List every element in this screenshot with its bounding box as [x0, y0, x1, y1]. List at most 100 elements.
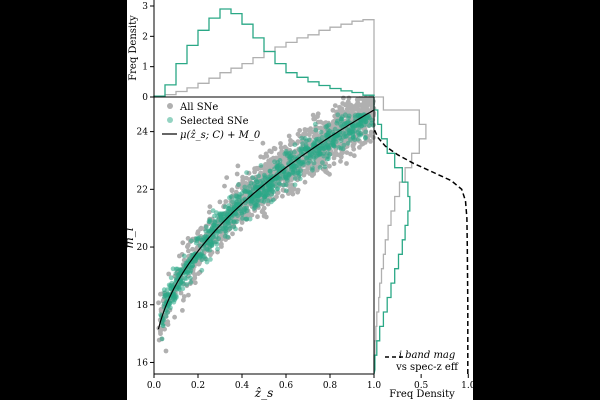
selected-sne-point [306, 137, 312, 143]
selected-sne-point [338, 132, 343, 138]
top-hist-selected-sne [153, 8, 375, 97]
all-sne-point [269, 149, 274, 155]
all-sne-point [190, 246, 195, 252]
selected-sne-point [312, 121, 318, 127]
selected-sne-point [244, 208, 250, 214]
selected-sne-point [238, 206, 244, 212]
all-sne-point [180, 240, 186, 246]
right-hist-selected-sne [373, 97, 411, 375]
selected-sne-point [163, 293, 168, 299]
selected-sne-point [163, 313, 169, 319]
selected-sne-point [343, 134, 348, 140]
main-x-tick-label: 0.0 [147, 381, 162, 391]
selected-sne-point [208, 257, 213, 262]
top-y-label: Freq Density [128, 15, 139, 81]
selected-sne-point [251, 206, 257, 211]
all-sne-point [324, 170, 330, 176]
all-sne-point [235, 163, 241, 169]
all-sne-point [181, 297, 186, 303]
selected-sne-point [341, 142, 347, 148]
all-sne-point [286, 133, 292, 139]
main-y-label: m̂_i [127, 227, 136, 248]
all-sne-point [348, 105, 354, 110]
selected-sne-point [258, 163, 264, 168]
all-sne-point [198, 225, 204, 231]
main-x-tick-label: 0.6 [279, 381, 294, 391]
selected-sne-point [345, 140, 351, 146]
all-sne-point [330, 107, 336, 113]
selected-sne-point [204, 246, 210, 252]
selected-sne-point [189, 238, 194, 244]
selected-sne-point [207, 217, 213, 223]
selected-sne-point [168, 275, 174, 281]
all-sne-point [180, 308, 185, 313]
all-sne-point [344, 161, 349, 166]
selected-sne-point [199, 267, 205, 273]
selected-sne-point [168, 286, 174, 292]
all-sne-point [306, 164, 311, 170]
selected-sne-point [174, 286, 180, 292]
all-sne-point [261, 205, 267, 211]
selected-sne-point [239, 191, 245, 196]
selected-sne-point [338, 116, 344, 122]
selected-sne-point [307, 158, 312, 164]
all-sne-point [158, 308, 164, 314]
all-sne-point [268, 161, 273, 167]
selected-sne-point [284, 170, 290, 176]
top-hist-marks [153, 8, 375, 98]
all-sne-point [278, 141, 283, 146]
selected-sne-point [195, 236, 201, 241]
selected-sne-point [244, 170, 249, 176]
selected-sne-point [336, 145, 342, 150]
selected-sne-point [211, 222, 216, 228]
selected-sne-point [297, 176, 303, 182]
selected-sne-point [303, 144, 309, 150]
main-x-ticks: 0.0 0.2 0.4 0.6 0.8 1.0 [147, 374, 381, 391]
selected-sne-point [247, 216, 253, 222]
selected-sne-point [345, 119, 351, 125]
main-y-tick-label: 16 [137, 358, 149, 368]
main-scatter-plot: 0.0 0.2 0.4 0.6 0.8 1.0 16 18 20 22 24 ẑ_s m̂_i A… [127, 94, 381, 400]
all-sne-point [238, 226, 244, 232]
selected-sne-point [299, 135, 305, 141]
selected-sne-point [269, 182, 275, 187]
selected-sne-point [248, 190, 254, 196]
selected-sne-point [203, 224, 209, 230]
selected-sne-point [313, 127, 319, 133]
all-sne-point [331, 155, 337, 161]
selected-sne-point [302, 136, 308, 141]
all-sne-point [346, 95, 352, 101]
all-sne-point [156, 300, 161, 306]
all-sne-point [186, 292, 191, 298]
all-sne-point [289, 177, 294, 183]
all-sne-point [337, 108, 342, 113]
right-hist-all-sne [373, 96, 427, 374]
legend-model-label: μ(ẑ_s; C) + M_0 [180, 130, 261, 141]
all-sne-point [255, 165, 261, 171]
selected-sne-point [181, 253, 187, 259]
selected-sne-point [212, 213, 217, 219]
selected-sne-point [223, 230, 229, 235]
all-sne-point [185, 236, 191, 241]
selected-sne-point [187, 270, 193, 275]
legend-selected-sne-marker [167, 117, 173, 123]
top-y-ticks: 0 1 2 3 [142, 2, 154, 103]
selected-sne-point [354, 123, 360, 129]
all-sne-point [165, 319, 171, 325]
selected-sne-point [215, 246, 220, 252]
main-y-tick-label: 22 [137, 185, 148, 195]
selected-sne-point [288, 150, 294, 156]
selected-sne-point [335, 118, 340, 124]
all-sne-point [192, 280, 198, 286]
all-sne-point [351, 153, 357, 159]
main-y-tick-label: 18 [137, 301, 149, 311]
selected-sne-point [243, 216, 249, 222]
selected-sne-point [335, 112, 341, 118]
selected-sne-point [321, 153, 327, 159]
all-sne-point [344, 101, 350, 107]
selected-sne-point [275, 164, 281, 169]
main-y-ticks: 16 18 20 22 24 [137, 128, 154, 368]
main-y-tick-label: 24 [137, 128, 149, 138]
right-x-tick-label: 0.5 [414, 381, 429, 391]
